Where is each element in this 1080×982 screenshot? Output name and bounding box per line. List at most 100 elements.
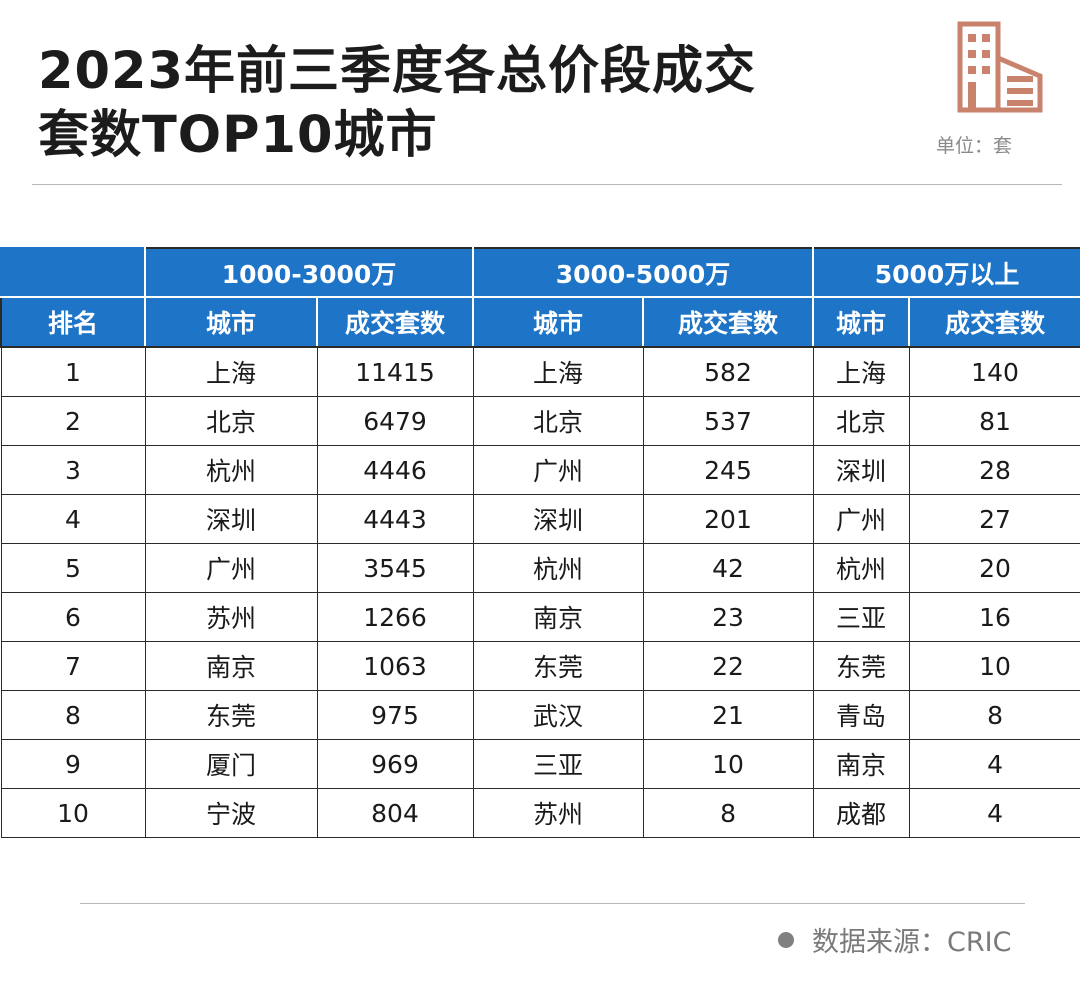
- city-cell: 深圳: [472, 494, 644, 544]
- column-header-deals: 成交套数: [642, 296, 815, 348]
- city-cell: 南京: [812, 739, 910, 789]
- rank-cell: 2: [0, 396, 146, 446]
- city-cell: 宁波: [144, 788, 318, 838]
- city-cell: 北京: [472, 396, 644, 446]
- deals-cell: 20: [908, 543, 1080, 593]
- city-cell: 青岛: [812, 690, 910, 740]
- rank-cell: 5: [0, 543, 146, 593]
- deals-cell: 140: [908, 346, 1080, 397]
- deals-cell: 201: [642, 494, 814, 544]
- deals-cell: 804: [316, 788, 474, 838]
- city-cell: 厦门: [144, 739, 318, 789]
- rank-cell: 1: [0, 346, 146, 397]
- table-row: 5 广州 3545 杭州 42 杭州 20: [0, 543, 1080, 593]
- deals-cell: 11415: [316, 346, 474, 397]
- city-cell: 广州: [144, 543, 318, 593]
- deals-cell: 10: [642, 739, 814, 789]
- city-cell: 三亚: [472, 739, 644, 789]
- column-header-city: 城市: [472, 296, 645, 348]
- city-cell: 广州: [812, 494, 910, 544]
- deals-cell: 245: [642, 445, 814, 495]
- deals-cell: 28: [908, 445, 1080, 495]
- deals-cell: 6479: [316, 396, 474, 446]
- price-band-header-row: 1000-3000万 3000-5000万 5000万以上: [0, 247, 1080, 298]
- rank-cell: 10: [0, 788, 146, 838]
- rank-cell: 9: [0, 739, 146, 789]
- page-title: 2023年前三季度各总价段成交 套数TOP10城市: [38, 40, 756, 168]
- unit-label: 单位：套: [936, 135, 1013, 157]
- city-cell: 杭州: [472, 543, 644, 593]
- deals-cell: 8: [642, 788, 814, 838]
- deals-cell: 582: [642, 346, 814, 397]
- column-header-row: 排名 城市 成交套数 城市 成交套数 城市 成交套数: [0, 296, 1080, 348]
- source-note: 数据来源：CRIC: [778, 920, 1011, 959]
- deals-cell: 27: [908, 494, 1080, 544]
- rank-cell: 6: [0, 592, 146, 642]
- divider: [80, 903, 1025, 904]
- city-cell: 杭州: [144, 445, 318, 495]
- city-cell: 东莞: [144, 690, 318, 740]
- column-header-deals: 成交套数: [908, 296, 1080, 348]
- table-row: 1 上海 11415 上海 582 上海 140: [0, 346, 1080, 397]
- city-cell: 南京: [472, 592, 644, 642]
- ranking-table: 1000-3000万 3000-5000万 5000万以上 排名 城市 成交套数…: [0, 247, 1080, 838]
- deals-cell: 4: [908, 739, 1080, 789]
- table-row: 6 苏州 1266 南京 23 三亚 16: [0, 592, 1080, 642]
- table-row: 8 东莞 975 武汉 21 青岛 8: [0, 690, 1080, 740]
- deals-cell: 42: [642, 543, 814, 593]
- table-body: 1 上海 11415 上海 582 上海 140 2 北京 6479 北京 537 北京 81 3 杭州 444…: [0, 346, 1080, 838]
- city-cell: 广州: [472, 445, 644, 495]
- deals-cell: 21: [642, 690, 814, 740]
- city-cell: 杭州: [812, 543, 910, 593]
- price-band-3000-5000: 3000-5000万: [472, 247, 815, 298]
- deals-cell: 537: [642, 396, 814, 446]
- table-row: 7 南京 1063 东莞 22 东莞 10: [0, 641, 1080, 691]
- deals-cell: 23: [642, 592, 814, 642]
- price-band-1000-3000: 1000-3000万: [143, 247, 475, 298]
- bullet-icon: [778, 931, 794, 948]
- title-line-1: 2023年前三季度各总价段成交: [38, 42, 756, 101]
- column-header-city: 城市: [812, 296, 911, 348]
- header-blank-cell: [0, 247, 146, 298]
- deals-cell: 1266: [316, 592, 474, 642]
- table-row: 2 北京 6479 北京 537 北京 81: [0, 396, 1080, 446]
- city-cell: 三亚: [812, 592, 910, 642]
- table-row: 4 深圳 4443 深圳 201 广州 27: [0, 494, 1080, 544]
- rank-cell: 4: [0, 494, 146, 544]
- rank-cell: 8: [0, 690, 146, 740]
- city-cell: 苏州: [144, 592, 318, 642]
- city-cell: 北京: [144, 396, 318, 446]
- title-line-2: 套数TOP10城市: [38, 106, 438, 165]
- deals-cell: 1063: [316, 641, 474, 691]
- deals-cell: 975: [316, 690, 474, 740]
- rank-cell: 7: [0, 641, 146, 691]
- deals-cell: 4443: [316, 494, 474, 544]
- city-cell: 东莞: [812, 641, 910, 691]
- column-header-city: 城市: [144, 296, 318, 348]
- rank-cell: 3: [0, 445, 146, 495]
- source-text: 数据来源：CRIC: [812, 927, 1012, 958]
- city-cell: 上海: [812, 346, 910, 397]
- city-cell: 南京: [144, 641, 318, 691]
- city-cell: 武汉: [472, 690, 644, 740]
- divider: [32, 184, 1062, 185]
- city-cell: 东莞: [472, 641, 644, 691]
- price-band-5000-plus: 5000万以上: [812, 247, 1080, 298]
- deals-cell: 4446: [316, 445, 474, 495]
- deals-cell: 8: [908, 690, 1080, 740]
- deals-cell: 10: [908, 641, 1080, 691]
- deals-cell: 3545: [316, 543, 474, 593]
- table-row: 3 杭州 4446 广州 245 深圳 28: [0, 445, 1080, 495]
- city-cell: 深圳: [812, 445, 910, 495]
- deals-cell: 22: [642, 641, 814, 691]
- city-cell: 成都: [812, 788, 910, 838]
- deals-cell: 4: [908, 788, 1080, 838]
- city-cell: 苏州: [472, 788, 644, 838]
- deals-cell: 16: [908, 592, 1080, 642]
- deals-cell: 81: [908, 396, 1080, 446]
- city-cell: 北京: [812, 396, 910, 446]
- building-icon: [957, 21, 1043, 113]
- city-cell: 上海: [472, 346, 644, 397]
- column-header-deals: 成交套数: [315, 296, 475, 348]
- city-cell: 上海: [144, 346, 318, 397]
